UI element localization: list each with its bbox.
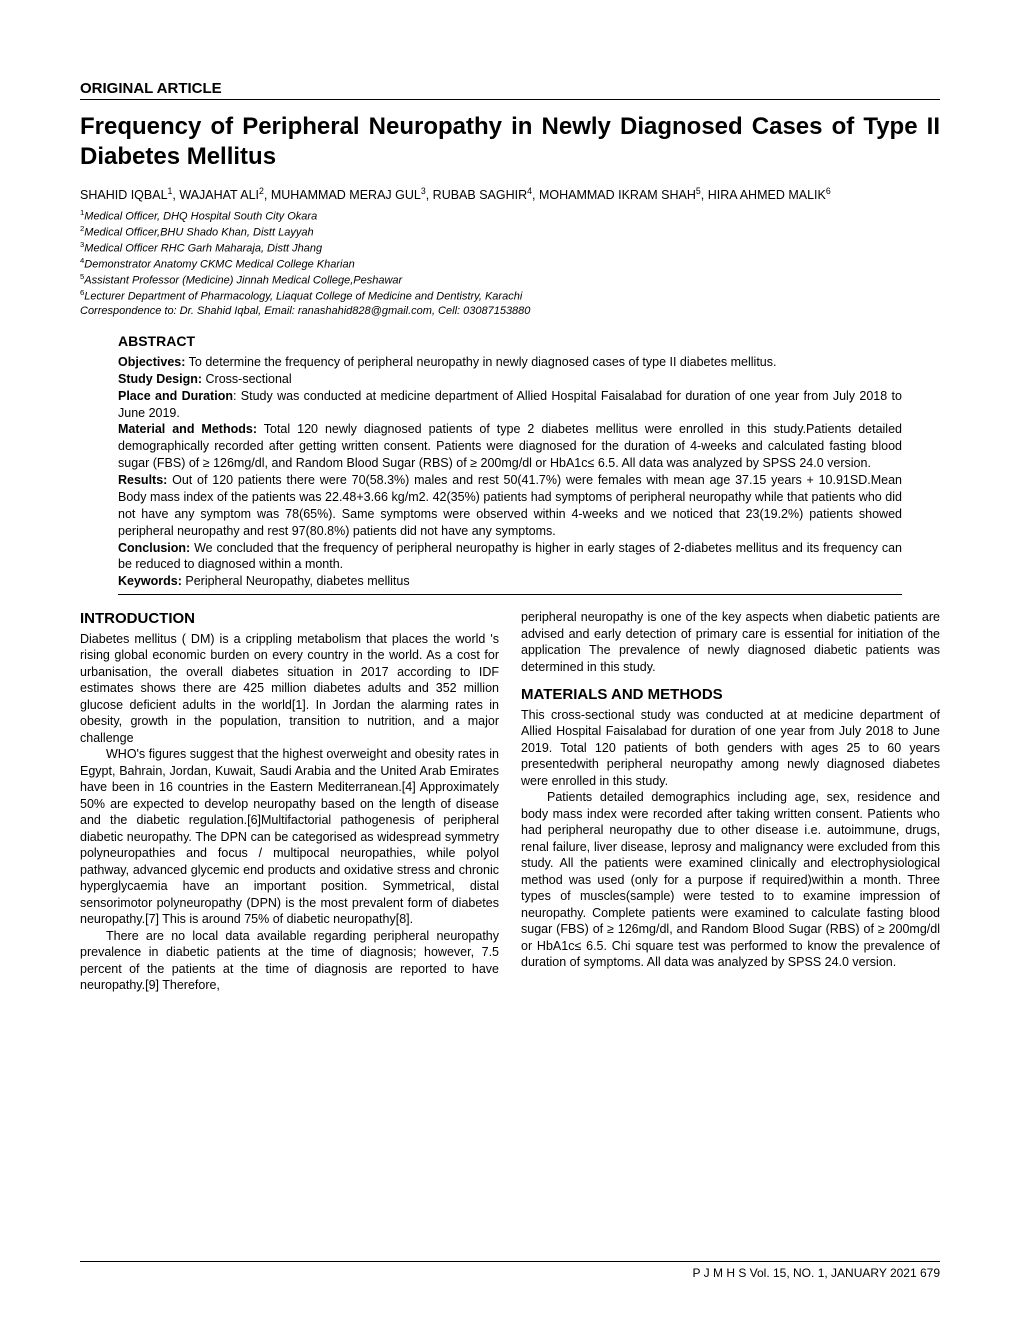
affiliation-line: 4Demonstrator Anatomy CKMC Medical Colle… bbox=[80, 256, 940, 272]
methods-heading: MATERIALS AND METHODS bbox=[521, 685, 940, 705]
authors-list: SHAHID IQBAL1, WAJAHAT ALI2, MUHAMMAD ME… bbox=[80, 186, 940, 204]
abstract-rule bbox=[118, 594, 902, 595]
lead-paragraph: peripheral neuropathy is one of the key … bbox=[521, 609, 940, 675]
abstract-item-label: Place and Duration bbox=[118, 389, 233, 403]
abstract-item: Keywords: Peripheral Neuropathy, diabete… bbox=[118, 573, 902, 590]
affiliation-line: 1Medical Officer, DHQ Hospital South Cit… bbox=[80, 208, 940, 224]
abstract-item: Results: Out of 120 patients there were … bbox=[118, 472, 902, 540]
abstract-item-text: Peripheral Neuropathy, diabetes mellitus bbox=[182, 574, 410, 588]
abstract-item-text: We concluded that the frequency of perip… bbox=[118, 541, 902, 572]
abstract-heading: ABSTRACT bbox=[118, 332, 902, 351]
abstract-item-text: Cross-sectional bbox=[202, 372, 292, 386]
body-paragraph: Patients detailed demographics including… bbox=[521, 789, 940, 971]
introduction-heading: INTRODUCTION bbox=[80, 609, 499, 629]
abstract-item-text: To determine the frequency of peripheral… bbox=[185, 355, 776, 369]
abstract-item: Conclusion: We concluded that the freque… bbox=[118, 540, 902, 574]
abstract-block: ABSTRACT Objectives: To determine the fr… bbox=[118, 332, 902, 595]
body-paragraph: WHO's figures suggest that the highest o… bbox=[80, 746, 499, 928]
abstract-item-label: Objectives: bbox=[118, 355, 185, 369]
abstract-item: Study Design: Cross-sectional bbox=[118, 371, 902, 388]
body-columns: INTRODUCTION Diabetes mellitus ( DM) is … bbox=[80, 609, 940, 994]
body-paragraph: This cross-sectional study was conducted… bbox=[521, 707, 940, 790]
abstract-item-text: : Study was conducted at medicine depart… bbox=[118, 389, 902, 420]
article-type-label: ORIGINAL ARTICLE bbox=[80, 80, 940, 100]
affiliation-line: Correspondence to: Dr. Shahid Iqbal, Ema… bbox=[80, 304, 940, 318]
article-title: Frequency of Peripheral Neuropathy in Ne… bbox=[80, 112, 940, 172]
body-paragraph: There are no local data available regard… bbox=[80, 928, 499, 994]
affiliation-line: 6Lecturer Department of Pharmacology, Li… bbox=[80, 288, 940, 304]
abstract-item-label: Conclusion: bbox=[118, 541, 190, 555]
abstract-item-text: Out of 120 patients there were 70(58.3%)… bbox=[118, 473, 902, 538]
abstract-item: Material and Methods: Total 120 newly di… bbox=[118, 421, 902, 472]
abstract-item: Place and Duration: Study was conducted … bbox=[118, 388, 902, 422]
affiliation-line: 5Assistant Professor (Medicine) Jinnah M… bbox=[80, 272, 940, 288]
abstract-item-label: Material and Methods: bbox=[118, 422, 257, 436]
affiliation-line: 3Medical Officer RHC Garh Maharaja, Dist… bbox=[80, 240, 940, 256]
affiliation-line: 2Medical Officer,BHU Shado Khan, Distt L… bbox=[80, 224, 940, 240]
abstract-item-label: Keywords: bbox=[118, 574, 182, 588]
affiliations-block: 1Medical Officer, DHQ Hospital South Cit… bbox=[80, 208, 940, 318]
abstract-item-label: Study Design: bbox=[118, 372, 202, 386]
left-column: INTRODUCTION Diabetes mellitus ( DM) is … bbox=[80, 609, 499, 994]
abstract-item: Objectives: To determine the frequency o… bbox=[118, 354, 902, 371]
page-footer: P J M H S Vol. 15, NO. 1, JANUARY 2021 6… bbox=[80, 1261, 940, 1280]
body-paragraph: Diabetes mellitus ( DM) is a crippling m… bbox=[80, 631, 499, 747]
right-column: peripheral neuropathy is one of the key … bbox=[521, 609, 940, 994]
abstract-item-label: Results: bbox=[118, 473, 167, 487]
